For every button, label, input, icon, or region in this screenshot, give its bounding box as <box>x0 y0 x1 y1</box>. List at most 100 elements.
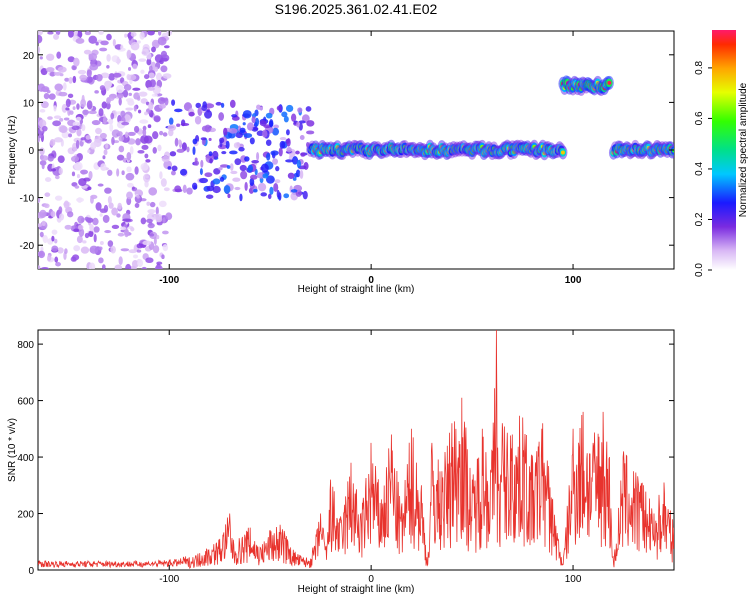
spectrogram-cell <box>267 193 272 200</box>
spectrogram-cell <box>76 103 80 110</box>
spectrogram-cell <box>116 154 125 161</box>
spectrogram-cell <box>146 201 151 206</box>
spectrogram-cell <box>239 164 247 172</box>
spectrogram-cell <box>283 193 290 199</box>
spectrogram-cell <box>178 139 182 146</box>
spectrogram-cell <box>41 220 46 226</box>
spectrogram-cell <box>77 215 85 224</box>
spectrogram-cell <box>39 147 45 156</box>
spectrogram-cell <box>278 147 283 157</box>
spectrogram-y-label: Frequency (Hz) <box>7 116 18 185</box>
spectrogram-cell <box>195 102 202 109</box>
colorbar-tick-label: 0.4 <box>694 162 705 176</box>
spectrogram-cell <box>125 107 134 111</box>
spectrogram-cell <box>272 158 279 165</box>
spectrogram-cell <box>71 125 80 131</box>
spectrogram-cell <box>167 124 177 131</box>
spectrogram-cell <box>74 161 83 171</box>
spectrogram-cell <box>126 191 133 200</box>
spectrogram-cell <box>51 245 59 252</box>
spectrogram-cell <box>174 137 179 147</box>
spectrogram-cell <box>239 193 243 202</box>
spectrogram-cell <box>148 187 158 196</box>
spectrogram-cell <box>197 107 203 116</box>
spectrogram-cell <box>120 248 130 252</box>
spectrogram-cell <box>200 159 204 168</box>
spectrogram-cell <box>265 112 273 119</box>
spectrogram-cell <box>89 63 99 71</box>
spectrogram-cell <box>137 96 141 101</box>
spectrogram-cell <box>156 221 163 226</box>
spectrogram-cell <box>53 71 63 76</box>
spectrogram-cell <box>139 31 145 40</box>
spectrogram-cell <box>204 109 213 119</box>
colorbar-ticks: 0.0 0.2 0.4 0.6 0.8 <box>694 61 712 277</box>
spectrogram-cell <box>57 155 65 163</box>
spectrogram-cell <box>244 156 250 162</box>
spectrogram-cell <box>46 53 55 61</box>
spectrogram-cell <box>186 187 193 195</box>
spectrogram-cell <box>41 163 45 170</box>
spectrogram-cell <box>229 163 234 171</box>
spectrogram-cell <box>39 56 43 60</box>
spectrogram-cell <box>234 186 241 191</box>
spectrogram-cell <box>303 162 309 170</box>
spectrogram-cell <box>247 164 253 172</box>
spectrogram-cell <box>95 41 99 46</box>
spectrogram-cell <box>194 160 199 166</box>
spectrogram-cell <box>259 120 267 127</box>
spectrogram-cell <box>160 50 167 58</box>
spectrogram-cell <box>117 232 125 237</box>
snr-series-line <box>38 330 674 569</box>
spectrogram-cell <box>55 261 61 267</box>
spectrogram-cell <box>39 155 49 161</box>
spectrogram-cell <box>126 151 132 161</box>
spectrogram-cell <box>127 131 136 136</box>
chart-title: S196.2025.361.02.41.E02 <box>275 1 438 17</box>
spectrogram-cell <box>219 176 225 182</box>
spectrogram-cell <box>47 31 54 35</box>
snr-y-tick-label: 600 <box>17 397 34 408</box>
spectrogram-cell <box>126 49 132 59</box>
spectrogram-cell <box>132 63 138 70</box>
spectrogram-cell <box>156 72 163 82</box>
spectrogram-cell <box>61 103 68 113</box>
spectrogram-cell <box>67 93 74 99</box>
snr-y-tick-label: 800 <box>17 340 34 351</box>
spectrogram-cell <box>213 168 221 175</box>
spectrogram-cell <box>270 150 279 156</box>
spectrogram-cell <box>228 128 238 134</box>
spectrogram-cell <box>147 222 155 229</box>
spectrogram-cell <box>160 65 168 73</box>
spectrogram-cell <box>148 72 155 79</box>
spectrogram-cell <box>69 110 74 115</box>
spectrogram-cell <box>95 73 103 82</box>
spectrogram-cell <box>88 110 97 115</box>
spectrogram-cell <box>269 186 274 195</box>
spectrogram-cell <box>258 106 264 111</box>
spectrogram-cell <box>91 119 101 126</box>
spectrogram-cell <box>103 149 108 156</box>
spectrogram-cell <box>72 106 76 111</box>
spectrogram-cell <box>112 72 122 78</box>
spectrogram-core <box>607 80 612 85</box>
spectrogram-cell <box>88 230 94 238</box>
spectrogram-cell <box>65 98 71 108</box>
spectrogram-cell <box>75 37 85 44</box>
spectrogram-cell <box>231 114 238 118</box>
spectrogram-cell <box>201 104 208 112</box>
spectrogram-cell <box>125 98 134 103</box>
spectrogram-cell <box>88 35 98 44</box>
spectrogram-cell <box>281 111 288 118</box>
spectrogram-cell <box>162 217 166 224</box>
spectrogram-cell <box>243 133 253 139</box>
spectrogram-cell <box>152 147 157 154</box>
spectrogram-cell <box>273 124 279 129</box>
colorbar-tick-label: 0.8 <box>694 61 705 75</box>
spectrogram-cell <box>97 183 104 187</box>
spectrogram-cell <box>92 217 99 226</box>
spectrogram-cell <box>180 122 190 126</box>
spectrogram-cell <box>279 140 286 149</box>
spectrogram-cell <box>293 173 299 178</box>
spectrogram-cell <box>138 91 148 97</box>
